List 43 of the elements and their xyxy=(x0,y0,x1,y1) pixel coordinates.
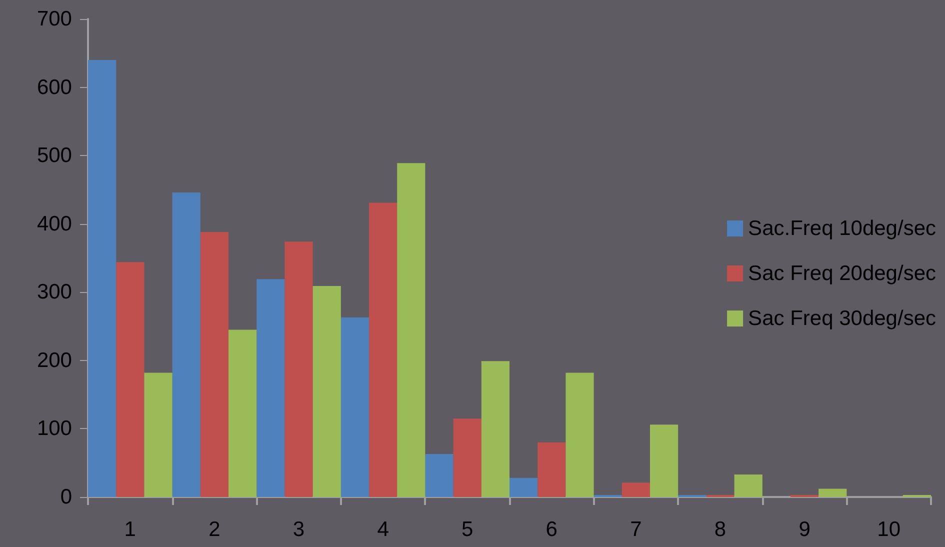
y-tick-label: 200 xyxy=(36,348,72,372)
y-tick-label: 400 xyxy=(36,212,72,236)
bar xyxy=(200,232,228,497)
bar xyxy=(510,478,538,497)
bar xyxy=(453,418,482,497)
bar xyxy=(538,442,566,497)
x-tick-label: 4 xyxy=(377,518,390,541)
y-tick-label: 500 xyxy=(36,144,72,168)
y-tick-label: 700 xyxy=(36,8,72,30)
legend-label: Sac Freq 20deg/sec xyxy=(748,262,936,285)
bar xyxy=(144,372,172,497)
bar xyxy=(425,454,454,497)
x-tick-label: 8 xyxy=(714,518,726,541)
y-tick-label: 600 xyxy=(36,76,72,99)
bar xyxy=(88,60,116,497)
bar xyxy=(284,242,313,497)
bar xyxy=(340,317,369,497)
bar xyxy=(622,482,650,497)
bar xyxy=(481,361,510,497)
bar xyxy=(116,262,144,497)
bar xyxy=(734,474,762,497)
x-tick-label: 9 xyxy=(798,518,810,541)
y-tick-label: 300 xyxy=(36,280,72,304)
bar xyxy=(818,488,847,497)
y-tick-label: 0 xyxy=(60,486,72,508)
bar xyxy=(256,279,285,497)
x-tick-label: 6 xyxy=(546,518,558,541)
x-tick-label: 10 xyxy=(877,518,901,541)
bar xyxy=(397,163,426,497)
legend-label: Sac.Freq 10deg/sec xyxy=(748,217,936,240)
bar xyxy=(650,424,678,497)
x-tick-label: 2 xyxy=(208,518,220,541)
bar xyxy=(369,202,398,497)
x-tick-label: 3 xyxy=(292,518,305,541)
x-tick-label: 7 xyxy=(630,518,642,541)
bar xyxy=(172,192,200,497)
bar xyxy=(312,286,341,497)
legend-label: Sac Freq 30deg/sec xyxy=(748,307,936,330)
x-tick-label: 5 xyxy=(462,518,474,541)
bar xyxy=(228,330,257,497)
bar xyxy=(566,372,594,497)
x-tick-label: 1 xyxy=(124,518,136,541)
y-tick-label: 100 xyxy=(36,417,72,440)
